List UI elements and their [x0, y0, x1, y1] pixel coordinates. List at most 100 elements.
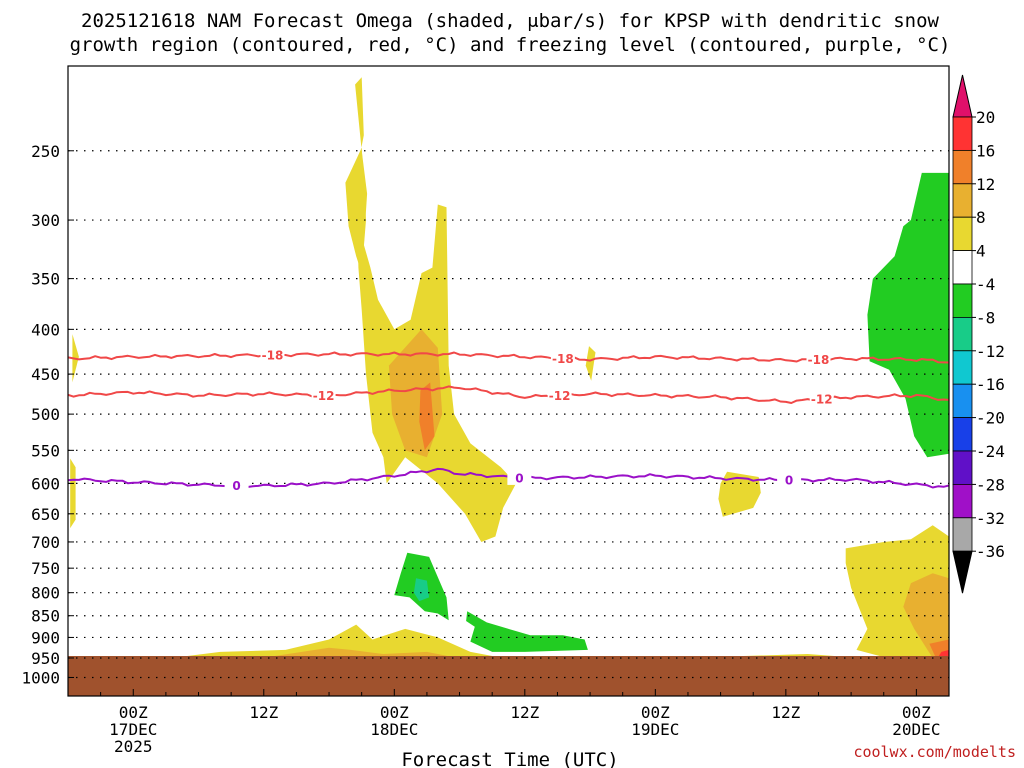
colorbar-swatch-3	[952, 216, 973, 251]
colorbar-label-10: -24	[976, 442, 1005, 461]
contour-label-2-2: 0	[785, 474, 793, 488]
y-tick-label-800: 800	[31, 584, 60, 603]
y-tick-label-400: 400	[31, 320, 60, 339]
colorbar-label-7: -12	[976, 342, 1005, 361]
y-tick-label-450: 450	[31, 365, 60, 384]
colorbar-label-9: -20	[976, 409, 1005, 428]
colorbar-label-3: 8	[976, 208, 986, 227]
plot-frame	[67, 65, 950, 697]
omega-region-6	[585, 346, 596, 381]
y-tick-label-1000: 1000	[21, 668, 60, 687]
x-tick-label-60-1: 12Z	[771, 703, 800, 722]
contour-label-2-0: 0	[232, 479, 240, 493]
omega-region-3	[345, 147, 366, 274]
omega-region-0	[70, 458, 76, 529]
colorbar-label-1: 16	[976, 141, 995, 160]
y-tick-label-700: 700	[31, 533, 60, 552]
colorbar-swatch-4	[952, 250, 973, 285]
colorbar-swatch-2	[952, 183, 973, 218]
chart-title-line-1: 2025121618 NAM Forecast Omega (shaded, μ…	[81, 10, 939, 32]
colorbar-swatch-10	[952, 450, 973, 485]
omega-region-15	[867, 172, 949, 458]
contour-label-bg-0-0	[260, 347, 285, 362]
y-tick-label-250: 250	[31, 142, 60, 161]
x-tick-label-0-3: 2025	[114, 737, 153, 756]
omega-region-9	[903, 573, 949, 658]
contour-label-0-2: -18	[808, 353, 830, 367]
contour-label-bg-0-2	[806, 352, 831, 367]
colorbar-label-8: -16	[976, 375, 1005, 394]
y-tick-label-650: 650	[31, 505, 60, 524]
x-tick-label-24-2: 18DEC	[370, 720, 418, 739]
x-tick-label-36-1: 12Z	[510, 703, 539, 722]
x-tick-label-72-2: 20DEC	[892, 720, 940, 739]
colorbar-swatch-11	[952, 483, 973, 519]
contour-line-1	[68, 385, 949, 404]
omega-region-2	[354, 77, 517, 542]
colorbar-swatch-8	[952, 383, 973, 419]
contour-label-bg-1-2	[809, 392, 834, 407]
contour-label-bg-1-0	[311, 388, 336, 403]
omega-region-11	[938, 649, 949, 658]
contour-label-1-0: -12	[313, 389, 335, 403]
y-tick-label-600: 600	[31, 474, 60, 493]
y-axis: 250 300 350 400 450 500 550 600 650 700 750 800 850 9…	[21, 142, 74, 687]
colorbar-swatch-9	[952, 417, 973, 452]
contour-label-bg-1-1	[547, 388, 572, 403]
x-tick-label-0-1: 00Z	[119, 703, 148, 722]
x-tick-label-0-2: 17DEC	[109, 720, 157, 739]
contour-label-0-1: -18	[552, 352, 574, 366]
colorbar-swatch-0	[952, 116, 973, 151]
terrain-surface	[68, 656, 949, 696]
colorbar-label-4: 4	[976, 242, 986, 261]
x-tick-label-12-1: 12Z	[249, 703, 278, 722]
contour-line-0	[68, 351, 949, 364]
omega-region-7	[718, 471, 761, 517]
x-tick-label-48-1: 00Z	[641, 703, 670, 722]
colorbar-label-6: -8	[976, 308, 995, 327]
colorbar-label-13: -36	[976, 542, 1005, 561]
y-tick-label-500: 500	[31, 405, 60, 424]
colorbar-legend: 20 16 12 8 4 -4 -8 -12 -16 -20 -24 -28 -32 -36	[952, 74, 1005, 594]
colorbar-label-5: -4	[976, 275, 995, 294]
y-tick-label-750: 750	[31, 559, 60, 578]
y-tick-label-950: 950	[31, 649, 60, 668]
colorbar-swatch-12	[952, 517, 973, 552]
gridlines	[68, 150, 949, 679]
y-tick-label-300: 300	[31, 211, 60, 230]
colorbar-swatch-5	[952, 283, 973, 318]
contour-label-0-0: -18	[262, 348, 284, 362]
colorbar-label-0: 20	[976, 108, 995, 127]
y-tick-label-550: 550	[31, 441, 60, 460]
y-tick-label-350: 350	[31, 270, 60, 289]
omega-region-5	[419, 382, 435, 451]
colorbar-bottom-arrow	[952, 550, 973, 594]
contour-label-bg-2-0	[224, 478, 249, 493]
omega-region-18	[466, 611, 588, 652]
colorbar-label-2: 12	[976, 175, 995, 194]
y-tick-label-850: 850	[31, 607, 60, 626]
contour-label-1-1: -12	[549, 389, 571, 403]
x-tick-label-72-1: 00Z	[902, 703, 931, 722]
contour-label-bg-0-1	[550, 351, 575, 366]
colorbar-swatch-1	[952, 149, 973, 185]
colorbar-label-11: -28	[976, 475, 1005, 494]
x-tick-label-48-2: 19DEC	[631, 720, 679, 739]
colorbar-label-12: -32	[976, 509, 1005, 528]
contour-labels: -18 -18 -18 -12 -12 -12 0 0 0	[224, 347, 834, 493]
omega-region-12	[171, 624, 547, 661]
contour-label-2-1: 0	[515, 471, 523, 485]
colorbar-swatch-6	[952, 316, 973, 352]
chart-title-line-2: growth region (contoured, red, °C) and f…	[70, 34, 951, 56]
y-tick-label-900: 900	[31, 628, 60, 647]
contour-label-bg-2-2	[777, 473, 802, 488]
contour-label-bg-2-1	[507, 470, 532, 485]
x-axis-title: Forecast Time (UTC)	[401, 749, 618, 768]
omega-region-17	[413, 578, 430, 602]
source-credit: coolwx.com/modelts	[853, 743, 1016, 761]
x-tick-label-24-1: 00Z	[380, 703, 409, 722]
contour-label-1-2: -12	[811, 393, 833, 407]
colorbar-swatch-7	[952, 350, 973, 385]
